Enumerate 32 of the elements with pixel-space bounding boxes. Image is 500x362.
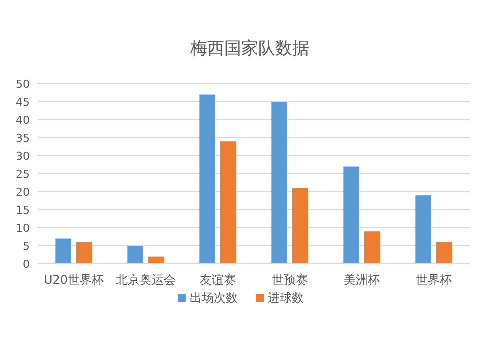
bar	[364, 232, 380, 264]
bar	[272, 102, 288, 264]
bar	[436, 242, 452, 264]
legend-label: 出场次数	[190, 291, 238, 305]
y-tick-label: 20	[16, 186, 30, 199]
y-tick-label: 5	[23, 240, 30, 253]
bar	[128, 246, 144, 264]
y-tick-label: 15	[16, 204, 30, 217]
bar	[148, 256, 164, 264]
x-tick-label: 世预赛	[272, 273, 308, 287]
bar	[76, 242, 92, 264]
y-tick-label: 40	[16, 114, 30, 127]
x-tick-label: 北京奥运会	[116, 273, 176, 287]
chart-title: 梅西国家队数据	[190, 39, 310, 59]
x-tick-label: 美洲杯	[344, 273, 380, 287]
y-tick-label: 25	[16, 168, 30, 181]
y-tick-label: 10	[16, 222, 30, 235]
y-tick-label: 35	[16, 132, 30, 145]
x-tick-label: 友谊赛	[200, 273, 236, 287]
y-tick-label: 45	[16, 96, 30, 109]
y-tick-label: 50	[16, 78, 30, 91]
bar	[56, 238, 72, 264]
bar	[292, 188, 308, 264]
bar	[220, 142, 236, 264]
bar	[200, 94, 216, 264]
bar	[344, 166, 360, 264]
y-tick-label: 30	[16, 150, 30, 163]
legend-label: 进球数	[268, 291, 304, 305]
y-tick-label: 0	[23, 258, 30, 271]
bar	[416, 196, 432, 264]
x-tick-label: U20世界杯	[44, 273, 104, 287]
x-tick-label: 世界杯	[416, 273, 452, 287]
